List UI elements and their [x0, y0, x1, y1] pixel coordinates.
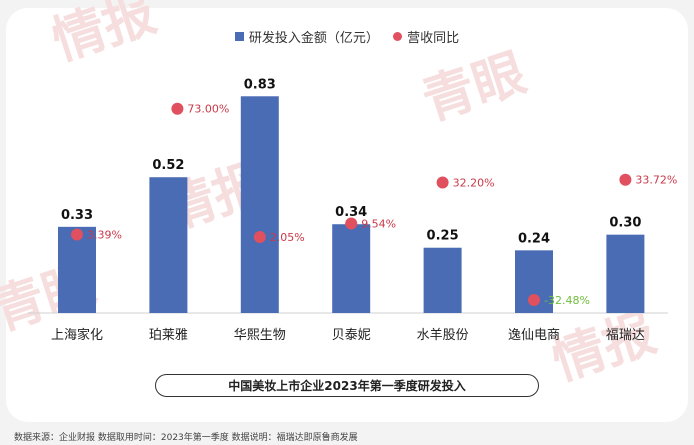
dot-value-label: 33.72%: [635, 174, 677, 187]
bar-value-label: 0.33: [61, 208, 93, 223]
legend-item-dot: 营收同比: [393, 27, 459, 46]
footer-source: 数据来源：企业财报 数据取用时间：2023年第一季度 数据说明：福瑞达即原鲁商发…: [14, 433, 358, 443]
chart-title: 中国美妆上市企业2023年第一季度研发投入: [155, 374, 539, 397]
x-tick-label: 水羊股份: [417, 327, 469, 343]
bar-value-label: 0.52: [152, 158, 184, 173]
legend-bar-swatch: [234, 32, 244, 41]
x-tick-label: 逸仙电商: [508, 328, 560, 343]
dot-value-label: 9.54%: [361, 217, 396, 230]
x-tick-label: 华熙生物: [234, 328, 286, 343]
legend-dot-label: 营收同比: [407, 31, 460, 46]
dot-point: [345, 217, 358, 230]
dot-point: [528, 294, 540, 306]
legend: 研发投入金额（亿元） 营收同比: [0, 27, 694, 46]
legend-dot-swatch: [393, 32, 403, 41]
bar-value-label: 0.83: [244, 77, 276, 92]
x-tick-label: 上海家化: [51, 327, 103, 343]
dot-point: [436, 176, 449, 189]
dot-point: [171, 102, 184, 115]
chart-card: [6, 8, 688, 422]
dot-value-label: -32.48%: [544, 294, 590, 307]
x-tick-label: 珀莱雅: [149, 328, 188, 343]
bar-value-label: 0.24: [518, 231, 550, 246]
bar-value-label: 0.34: [335, 205, 367, 220]
legend-bar-label: 研发投入金额（亿元）: [248, 31, 379, 46]
bar: [332, 224, 371, 313]
dot-value-label: 32.20%: [453, 176, 495, 189]
bar: [149, 177, 188, 313]
dot-value-label: 73.00%: [187, 103, 229, 116]
bar-value-label: 0.30: [609, 216, 641, 231]
dot-point: [619, 173, 632, 186]
dot-point: [253, 230, 266, 243]
x-tick-label: 贝泰妮: [332, 328, 371, 343]
dot-value-label: 3.39%: [87, 229, 122, 242]
bar: [606, 234, 645, 313]
legend-item-bar: 研发投入金额（亿元）: [234, 27, 379, 46]
bar: [423, 247, 462, 313]
dot-point: [71, 228, 83, 241]
bar: [58, 226, 96, 313]
bar: [240, 96, 279, 314]
dot-value-label: 2.05%: [270, 231, 305, 244]
x-tick-label: 福瑞达: [606, 328, 645, 343]
bar-value-label: 0.25: [427, 229, 459, 244]
